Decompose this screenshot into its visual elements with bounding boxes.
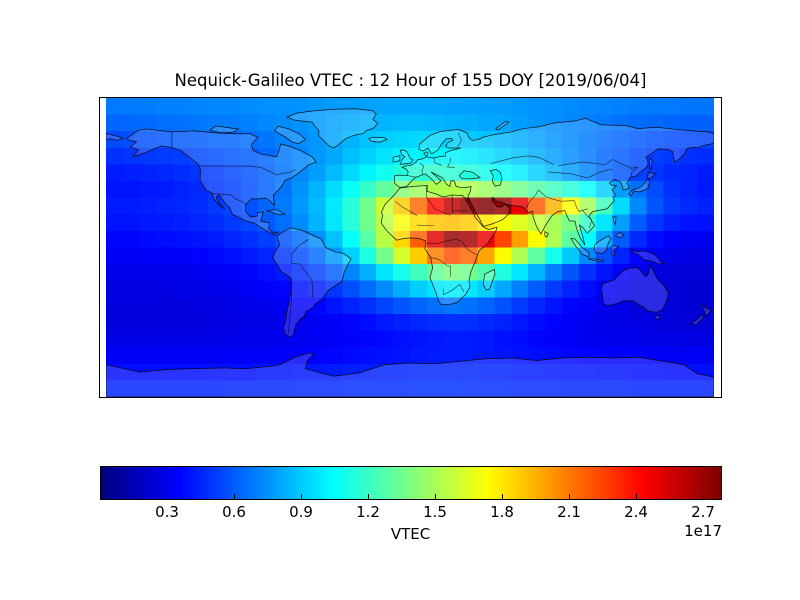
country-border bbox=[199, 166, 296, 175]
country-border bbox=[420, 163, 424, 175]
country-border bbox=[417, 225, 434, 226]
country-border bbox=[491, 156, 554, 165]
country-border bbox=[444, 284, 464, 294]
country-border bbox=[612, 159, 637, 176]
landmass-sumatra bbox=[571, 238, 589, 257]
landmass-mindanao bbox=[616, 233, 624, 238]
country-border bbox=[407, 175, 415, 177]
landmass-north-america bbox=[126, 129, 316, 235]
landmass-new-zealand-north bbox=[702, 305, 711, 316]
colorbar-tick-label: 0.9 bbox=[289, 503, 313, 521]
country-border bbox=[574, 201, 588, 212]
vtec-heatmap bbox=[106, 98, 714, 397]
world-coastlines bbox=[106, 98, 714, 397]
landmass-borneo bbox=[594, 236, 611, 254]
landmass-java bbox=[588, 259, 604, 262]
country-border bbox=[212, 194, 246, 205]
country-border bbox=[538, 190, 574, 201]
country-border bbox=[426, 186, 450, 216]
colorbar-tick-label: 1.5 bbox=[423, 503, 447, 521]
country-border bbox=[457, 133, 461, 147]
colorbar-tick-label: 1.2 bbox=[356, 503, 380, 521]
landmass-africa bbox=[381, 186, 497, 305]
landmass-sakhalin bbox=[649, 158, 652, 170]
landmass-ireland bbox=[393, 156, 400, 162]
landmass-great-britain bbox=[400, 150, 413, 164]
landmass-australia bbox=[602, 265, 669, 312]
landmass-new-guinea bbox=[631, 249, 664, 264]
country-border bbox=[548, 169, 612, 178]
colorbar bbox=[100, 466, 722, 500]
landmass-antarctica bbox=[106, 353, 714, 397]
chart-title: Nequick-Galileo VTEC : 12 Hour of 155 DO… bbox=[174, 71, 647, 90]
landmass-luzon bbox=[613, 217, 616, 225]
country-border bbox=[288, 278, 291, 334]
landmass-new-zealand-south bbox=[691, 315, 704, 325]
country-border bbox=[431, 257, 451, 276]
colorbar-tick-label: 0.6 bbox=[222, 503, 246, 521]
country-border bbox=[582, 210, 591, 228]
landmass-baffin-island bbox=[275, 126, 306, 143]
landmass-madagascar bbox=[483, 269, 495, 290]
landmass-greenland bbox=[287, 109, 378, 148]
country-border bbox=[427, 239, 462, 244]
colorbar-tick-label: 2.7 bbox=[691, 503, 715, 521]
landmass-eurasia bbox=[394, 118, 714, 245]
landmass-sri-lanka bbox=[545, 232, 549, 237]
landmass-novaya-zemlya bbox=[496, 121, 509, 129]
country-border bbox=[434, 158, 442, 165]
country-border bbox=[526, 190, 538, 208]
colorbar-tick-label: 0.3 bbox=[155, 503, 179, 521]
country-border bbox=[462, 242, 478, 256]
colorbar-tick-label: 1.8 bbox=[490, 503, 514, 521]
landmass-tasmania bbox=[655, 315, 660, 319]
landmass-hokkaido bbox=[647, 172, 655, 178]
landmass-victoria-island bbox=[210, 126, 239, 133]
colorbar-label: VTEC bbox=[390, 525, 431, 543]
colorbar-offset-text: 1e17 bbox=[684, 522, 722, 540]
colorbar-tick-label: 2.4 bbox=[624, 503, 648, 521]
landmass-sulawesi bbox=[611, 245, 619, 256]
country-border bbox=[558, 159, 612, 165]
landmass-iceland bbox=[369, 137, 387, 142]
landmass-honshu-kyushu bbox=[629, 179, 650, 196]
landmass-cuba bbox=[267, 209, 285, 214]
colorbar-gradient bbox=[101, 467, 721, 499]
colorbar-tick-label: 2.1 bbox=[557, 503, 581, 521]
map-axes-frame bbox=[99, 97, 722, 398]
country-border bbox=[292, 263, 313, 297]
country-border bbox=[447, 158, 454, 167]
country-border bbox=[395, 201, 417, 215]
landmass-chukotka-west-of-antimeridian bbox=[106, 134, 123, 141]
country-border bbox=[292, 239, 309, 263]
